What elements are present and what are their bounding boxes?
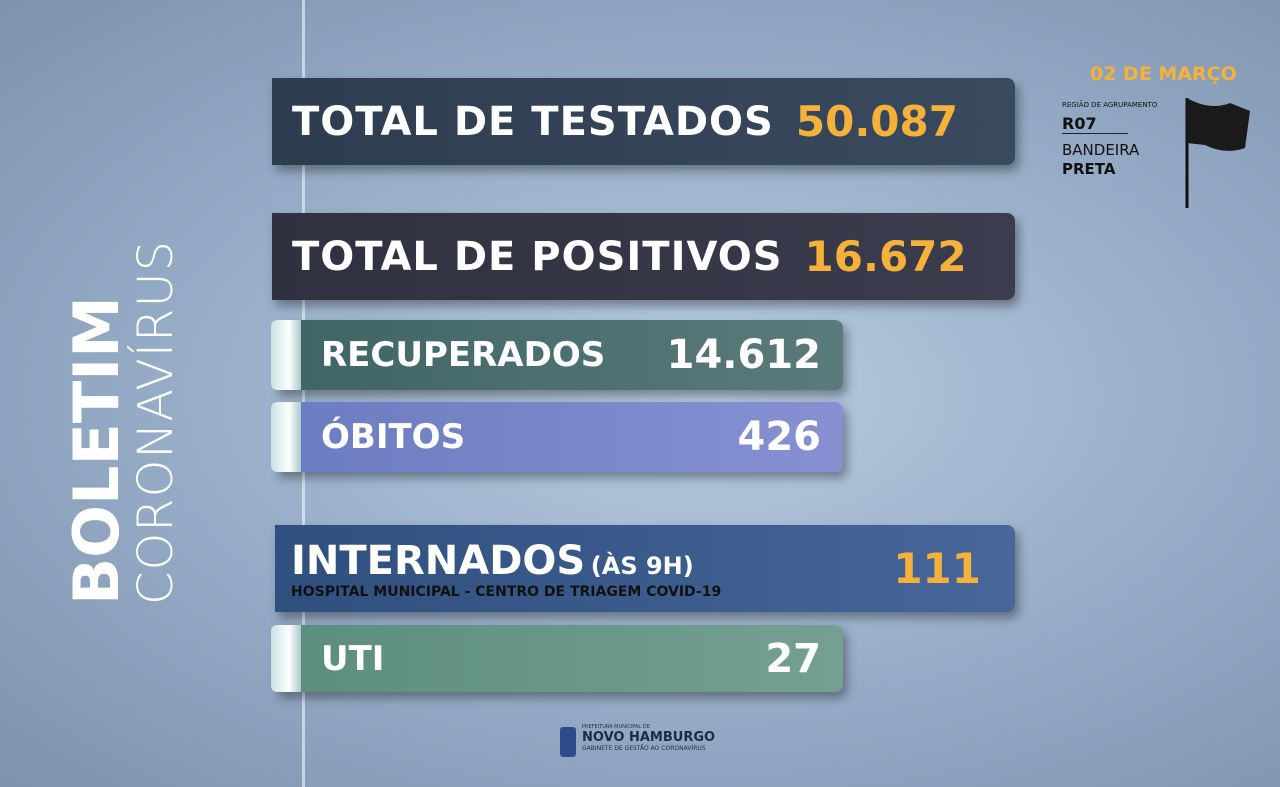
- footer-line: PREFEITURA MUNICIPAL DE: [582, 724, 650, 730]
- row-value: 14.612: [666, 332, 821, 378]
- row-value: 16.672: [804, 232, 967, 281]
- row: ÓBITOS 426: [271, 402, 843, 472]
- logo: [560, 727, 576, 757]
- footer: PREFEITURA MUNICIPAL DE NOVO HAMBURGO GA…: [582, 724, 715, 752]
- region: R07: [1062, 114, 1128, 134]
- row-label: INTERNADOS: [291, 537, 586, 584]
- region-label: REGIÃO DE AGRUPAMENTO: [1062, 101, 1158, 109]
- row-label: ÓBITOS: [321, 417, 466, 457]
- row-label: RECUPERADOS: [321, 335, 606, 375]
- row: INTERNADOS (ÀS 9H) HOSPITAL MUNICIPAL - …: [275, 525, 1015, 612]
- row-note: (ÀS 9H): [590, 551, 694, 580]
- flag-icon: [1185, 98, 1250, 208]
- row-label: TOTAL DE TESTADOS: [292, 98, 774, 145]
- row-value: 50.087: [795, 97, 958, 146]
- side-subtitle: CORONAVÍRUS: [128, 239, 184, 605]
- row-value: 27: [765, 635, 821, 682]
- row: RECUPERADOS 14.612: [271, 320, 843, 390]
- flag-label: BANDEIRA: [1062, 141, 1140, 159]
- flag: PRETA: [1062, 160, 1116, 178]
- row-label: TOTAL DE POSITIVOS: [292, 233, 783, 280]
- footer-line: NOVO HAMBURGO: [582, 730, 716, 745]
- row-value: 111: [893, 544, 981, 593]
- row-value: 426: [737, 414, 822, 460]
- footer-line: GABINETE DE GESTÃO AO CORONAVÍRUS: [582, 745, 706, 752]
- date: 02 DE MARÇO: [1090, 63, 1237, 85]
- row-label: UTI: [321, 638, 385, 679]
- row-detail: HOSPITAL MUNICIPAL - CENTRO DE TRIAGEM C…: [291, 583, 722, 600]
- row: UTI 27: [271, 625, 843, 692]
- row: TOTAL DE TESTADOS 50.087: [272, 78, 1015, 165]
- side-title: BOLETIM: [60, 296, 133, 605]
- divider: [302, 0, 305, 787]
- row: TOTAL DE POSITIVOS 16.672: [272, 213, 1015, 300]
